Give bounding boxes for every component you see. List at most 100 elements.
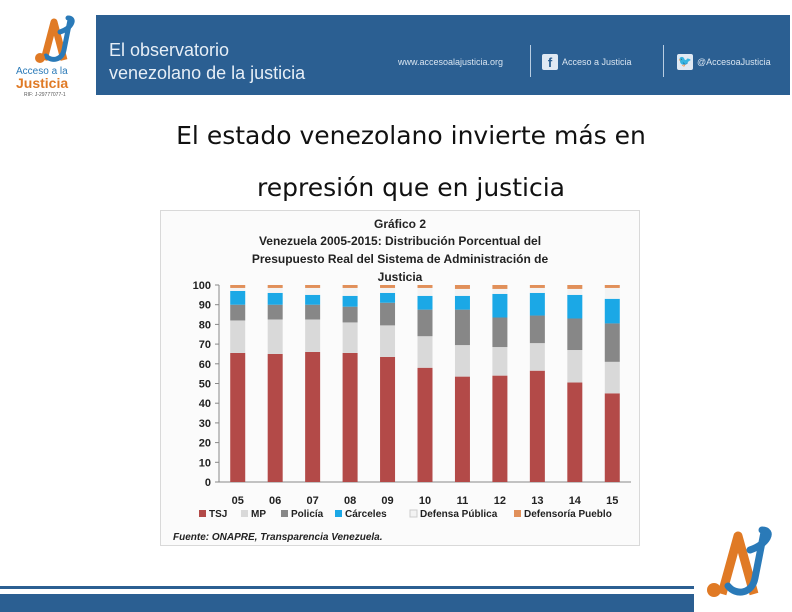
bar-segment [230, 290, 246, 305]
bar-segment [230, 320, 246, 353]
bar-segment [305, 287, 321, 295]
twitter-link[interactable]: @AccesoaJusticia [697, 57, 771, 67]
bar-segment [230, 352, 246, 482]
bar-segment [567, 288, 583, 295]
chart-title-line1: Gráfico 2 [374, 217, 426, 231]
acceso-justicia-logo: Acceso a la Justicia RIF: J-29777077-1 [14, 14, 94, 98]
legend-label: Defensoría Pueblo [524, 509, 612, 520]
bar-segment [230, 304, 246, 321]
bar-segment [417, 287, 433, 296]
legend-label: Cárceles [345, 509, 387, 520]
footer-line [0, 586, 694, 589]
bar-segment [417, 285, 433, 288]
facebook-link[interactable]: Acceso a Justicia [562, 57, 632, 67]
y-tick-label: 0 [205, 477, 211, 489]
stacked-bar-chart: Gráfico 2 Venezuela 2005-2015: Distribuc… [173, 217, 631, 543]
headline-line2: represión que en justicia [257, 173, 565, 202]
bar-segment [380, 285, 396, 288]
bar-segment [454, 345, 470, 377]
bar-segment [342, 285, 358, 288]
bar-segment [380, 292, 396, 303]
legend-label: Defensa Pública [420, 509, 498, 520]
facebook-icon[interactable]: f [542, 54, 558, 70]
bar-segment [492, 317, 508, 348]
bar-segment [454, 285, 470, 289]
bar-segment [417, 367, 433, 482]
bar-segment [492, 375, 508, 482]
bar-segment [529, 292, 545, 316]
bar-segment [567, 285, 583, 289]
bar-segment [380, 302, 396, 326]
chart-panel: Gráfico 2 Venezuela 2005-2015: Distribuc… [160, 210, 640, 546]
logo-text-line2: Justicia [16, 75, 69, 91]
bar-segment [454, 288, 470, 296]
chart-source: Fuente: ONAPRE, Transparencia Venezuela. [173, 532, 383, 543]
bar-segment [380, 325, 396, 357]
website-link[interactable]: www.accesoalajusticia.org [398, 57, 504, 67]
bar-segment [380, 287, 396, 293]
bar-segment [267, 319, 283, 354]
footer-bar [0, 594, 694, 612]
logo-aj-icon [35, 15, 75, 63]
banner-title-line1: El observatorio [109, 40, 230, 60]
y-tick-label: 70 [199, 339, 211, 351]
banner-divider [663, 45, 664, 77]
legend-label: Policía [291, 509, 324, 520]
bar-segment [417, 295, 433, 310]
bar-segment [492, 288, 508, 294]
bar-segment [567, 294, 583, 319]
x-tick-label: 15 [606, 495, 618, 507]
bar-segment [342, 352, 358, 482]
legend-swatch [514, 510, 521, 517]
bar-segment [604, 323, 620, 362]
y-tick-label: 30 [199, 418, 211, 430]
bar-segment [342, 287, 358, 296]
x-tick-label: 11 [457, 495, 469, 507]
chart-title-line4: Justicia [378, 270, 423, 284]
bar-segment [604, 287, 620, 299]
bar-segment [342, 306, 358, 323]
bar-segment [230, 287, 246, 291]
logo-text-line1: Acceso a la [16, 66, 68, 77]
legend-swatch [281, 510, 288, 517]
bar-segment [567, 318, 583, 351]
x-tick-label: 09 [381, 495, 393, 507]
legend-label: MP [251, 509, 266, 520]
legend-swatch [199, 510, 206, 517]
legend-swatch [409, 509, 418, 518]
headline-line1: El estado venezolano invierte más en [176, 121, 646, 150]
bar-segment [604, 393, 620, 482]
bar-segment [529, 287, 545, 293]
footer-logo-aj-icon [707, 526, 772, 597]
header-banner: El observatorio venezolano de la justici… [96, 15, 790, 95]
bar-segment [492, 293, 508, 318]
bar-segment [342, 322, 358, 353]
bar-segment [342, 295, 358, 307]
bar-segment [267, 304, 283, 320]
bar-segment [529, 370, 545, 482]
bar-segment [604, 285, 620, 288]
twitter-icon[interactable]: 🐦 [677, 54, 693, 70]
x-tick-label: 05 [232, 495, 244, 507]
bar-segment [380, 356, 396, 482]
bar-segment [267, 285, 283, 288]
y-tick-label: 100 [193, 280, 211, 292]
bar-segment [529, 285, 545, 288]
x-tick-label: 08 [344, 495, 356, 507]
bar-segment [267, 292, 283, 305]
legend-swatch [335, 510, 342, 517]
y-tick-label: 50 [199, 379, 211, 391]
bar-segment [305, 285, 321, 288]
y-tick-label: 90 [199, 300, 211, 312]
banner-title-line2: venezolano de la justicia [109, 63, 306, 83]
x-tick-label: 10 [419, 495, 431, 507]
bar-segment [417, 336, 433, 368]
y-tick-label: 20 [199, 438, 211, 450]
bar-segment [454, 295, 470, 310]
bar-segment [267, 287, 283, 293]
footer-logo [700, 524, 786, 604]
x-tick-label: 14 [569, 495, 582, 507]
bar-segment [529, 343, 545, 371]
bar-segment [305, 351, 321, 482]
bar-segment [267, 353, 283, 482]
